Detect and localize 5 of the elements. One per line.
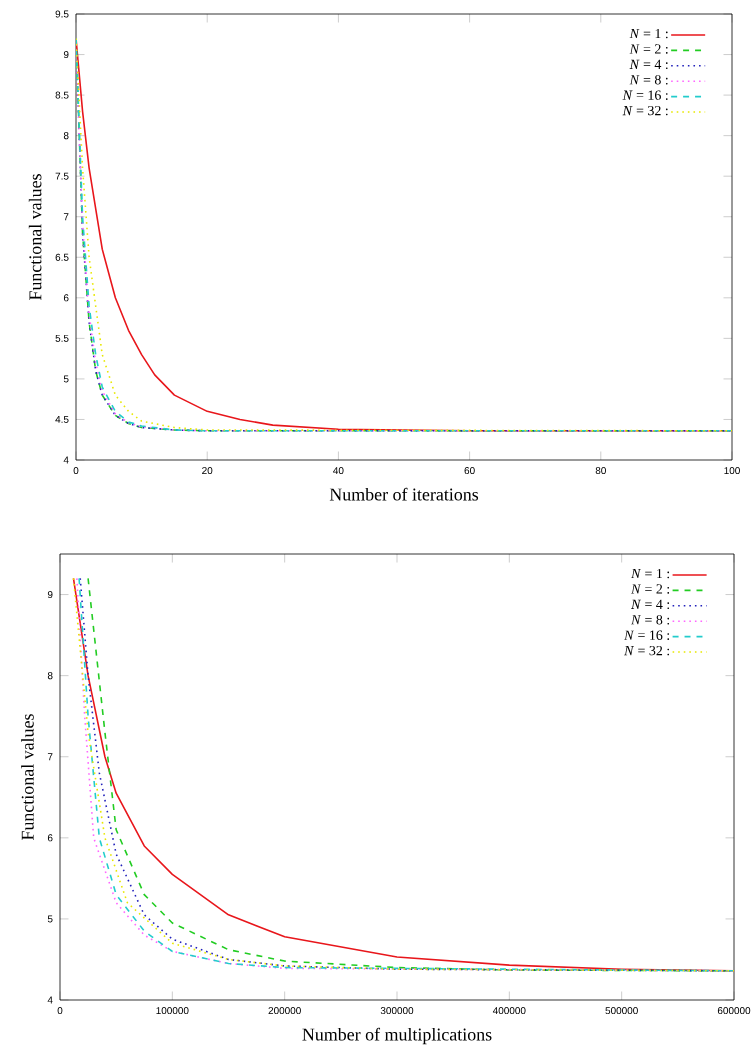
- x-axis-title: Number of multiplications: [302, 1027, 492, 1045]
- y-axis-title: Functional values: [21, 714, 34, 840]
- y-axis-title: Functional values: [28, 174, 42, 300]
- x-axis-title: Number of iterations: [329, 487, 479, 501]
- line-series: [76, 37, 733, 432]
